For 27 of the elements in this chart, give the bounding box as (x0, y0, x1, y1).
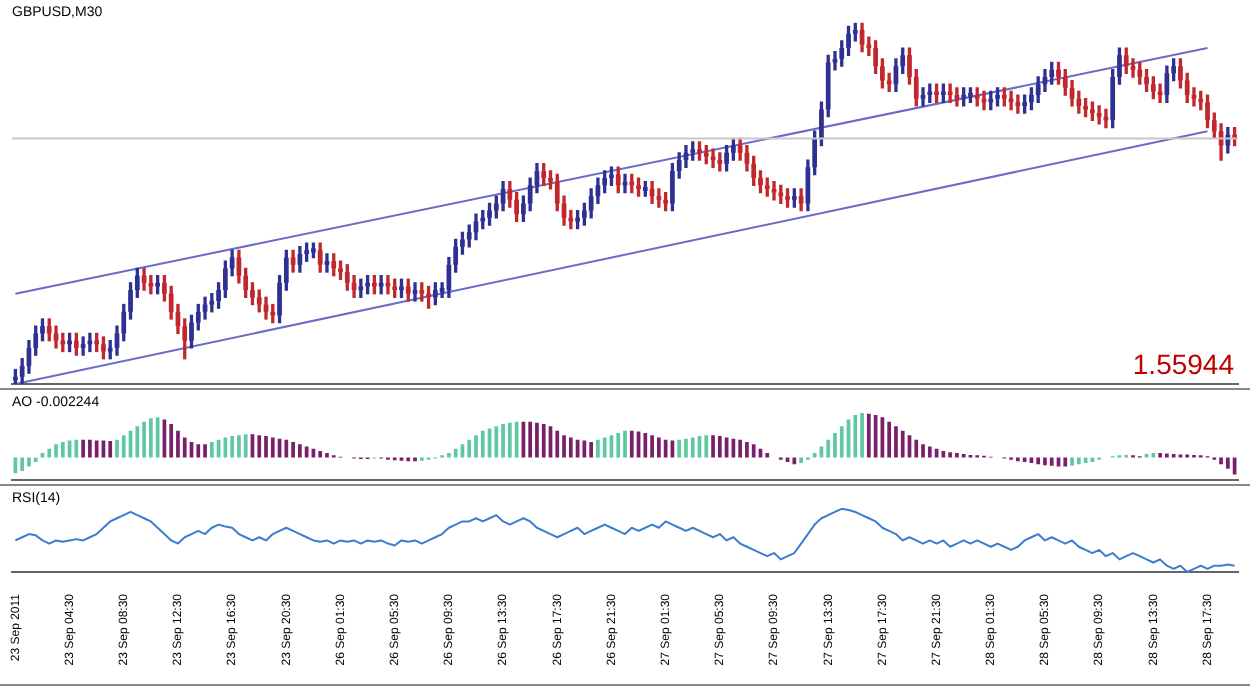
candlestick (995, 87, 1000, 107)
candlestick (1205, 94, 1210, 129)
candlestick (785, 188, 790, 208)
candlestick (324, 253, 330, 273)
candlestick (934, 83, 939, 103)
candlestick (80, 336, 86, 356)
candlestick (1090, 101, 1095, 121)
candlestick (656, 188, 662, 208)
candlestick (101, 336, 106, 360)
candlestick (710, 148, 716, 168)
candlestick (1015, 94, 1021, 114)
candlestick (1144, 69, 1149, 93)
candlestick (311, 242, 316, 259)
candlestick (920, 87, 926, 107)
candlestick (947, 83, 953, 103)
candlestick (1157, 83, 1163, 103)
candlestick (724, 144, 729, 172)
annotation: 1.55944 (1132, 347, 1235, 380)
candlestick (412, 282, 418, 302)
candlestick (399, 278, 404, 298)
candlestick (697, 141, 702, 161)
candlestick (954, 87, 960, 107)
candlestick (487, 202, 492, 226)
candlestick (968, 87, 973, 103)
candlestick (636, 177, 641, 197)
candlestick (771, 181, 777, 201)
candlestick (1096, 105, 1102, 125)
